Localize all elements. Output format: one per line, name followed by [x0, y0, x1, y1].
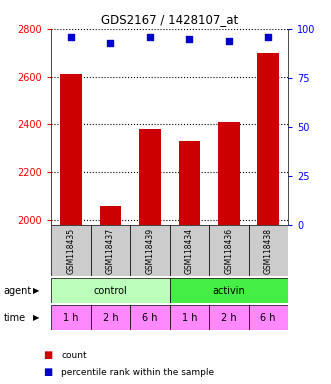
Text: ▶: ▶ [33, 286, 40, 295]
Text: 1 h: 1 h [63, 313, 79, 323]
Title: GDS2167 / 1428107_at: GDS2167 / 1428107_at [101, 13, 238, 26]
Bar [218, 122, 240, 384]
Bar [169, 225, 209, 276]
Text: percentile rank within the sample: percentile rank within the sample [61, 368, 214, 377]
Bar [249, 225, 288, 276]
Point [147, 33, 153, 40]
Bar [178, 141, 200, 384]
Bar [169, 278, 288, 303]
Text: 2 h: 2 h [221, 313, 237, 323]
Text: control: control [94, 286, 127, 296]
Bar [130, 225, 169, 276]
Text: count: count [61, 351, 87, 360]
Bar [139, 129, 161, 384]
Text: ▶: ▶ [33, 313, 40, 322]
Point [108, 40, 113, 46]
Bar [100, 205, 121, 384]
Bar [130, 305, 169, 330]
Text: GSM118435: GSM118435 [67, 227, 75, 274]
Bar [249, 305, 288, 330]
Text: ■: ■ [43, 350, 52, 360]
Text: GSM118439: GSM118439 [145, 227, 155, 274]
Text: GSM118436: GSM118436 [224, 227, 233, 274]
Bar [169, 305, 209, 330]
Bar [51, 225, 91, 276]
Point [226, 38, 231, 44]
Bar [91, 225, 130, 276]
Bar [51, 305, 91, 330]
Text: GSM118434: GSM118434 [185, 227, 194, 274]
Text: agent: agent [3, 286, 31, 296]
Text: activin: activin [213, 286, 245, 296]
Text: 2 h: 2 h [103, 313, 118, 323]
Bar [60, 74, 82, 384]
Text: GSM118437: GSM118437 [106, 227, 115, 274]
Text: ■: ■ [43, 367, 52, 377]
Point [265, 33, 271, 40]
Text: 6 h: 6 h [260, 313, 276, 323]
Bar [258, 53, 279, 384]
Point [187, 36, 192, 42]
Point [69, 33, 74, 40]
Bar [51, 278, 169, 303]
Bar [209, 225, 249, 276]
Text: time: time [3, 313, 25, 323]
Text: 1 h: 1 h [182, 313, 197, 323]
Text: 6 h: 6 h [142, 313, 158, 323]
Text: GSM118438: GSM118438 [264, 228, 273, 273]
Bar [91, 305, 130, 330]
Bar [209, 305, 249, 330]
